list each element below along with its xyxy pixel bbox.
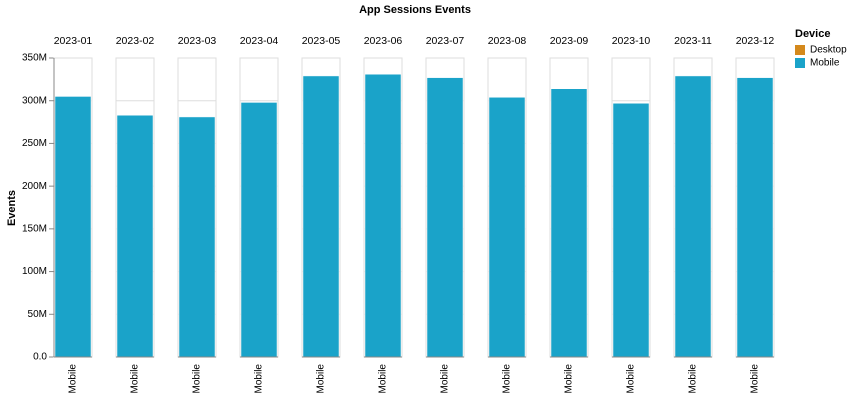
legend-swatch [795,58,805,68]
x-tick-label: Mobile [750,364,761,394]
facet-label: 2023-01 [54,35,93,47]
x-tick-label: Mobile [316,364,327,394]
bar [736,77,774,358]
x-tick-label: Mobile [254,364,265,394]
legend-label: Desktop [810,45,847,56]
facet-label: 2023-07 [426,35,465,47]
y-tick-label: 50M [28,309,47,320]
y-tick-label: 250M [22,138,47,149]
y-tick-label: 150M [22,223,47,234]
x-tick-label: Mobile [130,364,141,394]
bar [426,77,464,358]
bar [550,88,588,358]
x-tick-label: Mobile [502,364,513,394]
facet-label: 2023-10 [612,35,651,47]
facet-label: 2023-09 [550,35,589,47]
facet-label: 2023-12 [736,35,775,47]
x-tick-label: Mobile [564,364,575,394]
bar [302,75,340,358]
y-tick-label: 0.0 [33,352,47,363]
legend-swatch [795,45,805,55]
x-tick-label: Mobile [626,364,637,394]
facet-label: 2023-08 [488,35,527,47]
facet-label: 2023-11 [674,35,712,47]
facet-label: 2023-06 [364,35,403,47]
x-tick-label: Mobile [688,364,699,394]
bar [240,102,278,358]
bar [364,73,402,358]
legend-title: Device [795,28,830,40]
facet-label: 2023-03 [178,35,217,47]
bar [54,96,92,358]
x-tick-label: Mobile [192,364,203,394]
facet-label: 2023-05 [302,35,341,47]
y-tick-label: 100M [22,266,47,277]
x-tick-label: Mobile [68,364,79,394]
bar [116,114,154,358]
facet-label: 2023-02 [116,35,155,47]
y-tick-label: 200M [22,181,47,192]
y-tick-label: 300M [22,95,47,106]
facet-label: 2023-04 [240,35,279,47]
bar [178,116,216,358]
chart-title: App Sessions Events [359,4,471,16]
legend-label: Mobile [810,58,840,69]
bar [674,75,712,358]
x-tick-label: Mobile [378,364,389,394]
bar [488,97,526,358]
bar [612,103,650,358]
y-tick-label: 350M [22,53,47,64]
x-tick-label: Mobile [440,364,451,394]
y-axis-title: Events [6,190,18,226]
